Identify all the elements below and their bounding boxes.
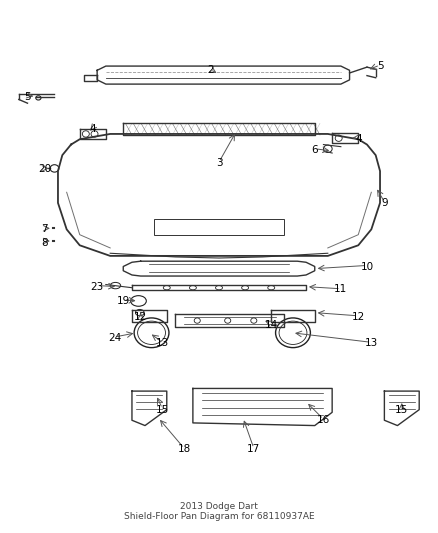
Text: 11: 11 — [334, 284, 347, 294]
Text: 3: 3 — [215, 158, 223, 168]
Text: 2013 Dodge Dart
Shield-Floor Pan Diagram for 68110937AE: 2013 Dodge Dart Shield-Floor Pan Diagram… — [124, 502, 314, 521]
Text: 20: 20 — [39, 165, 52, 174]
Text: 13: 13 — [365, 338, 378, 349]
Text: 14: 14 — [265, 320, 278, 330]
Text: 16: 16 — [317, 415, 330, 425]
Text: 4: 4 — [89, 124, 96, 134]
Text: 12: 12 — [134, 312, 147, 322]
Text: 4: 4 — [355, 134, 362, 144]
Text: 2: 2 — [207, 66, 214, 75]
Text: 5: 5 — [24, 92, 31, 102]
Text: 6: 6 — [311, 145, 318, 155]
Text: 18: 18 — [177, 445, 191, 455]
Text: 15: 15 — [156, 405, 169, 415]
Text: 23: 23 — [91, 281, 104, 292]
Text: 13: 13 — [156, 338, 169, 349]
Text: 8: 8 — [42, 238, 48, 248]
Text: 15: 15 — [395, 405, 408, 415]
Text: 24: 24 — [108, 333, 121, 343]
Text: 9: 9 — [381, 198, 388, 208]
Text: 5: 5 — [377, 61, 383, 71]
Text: 19: 19 — [117, 296, 130, 306]
Text: 10: 10 — [360, 262, 374, 271]
Text: 17: 17 — [247, 445, 261, 455]
Text: 12: 12 — [352, 312, 365, 322]
Text: 7: 7 — [42, 224, 48, 235]
